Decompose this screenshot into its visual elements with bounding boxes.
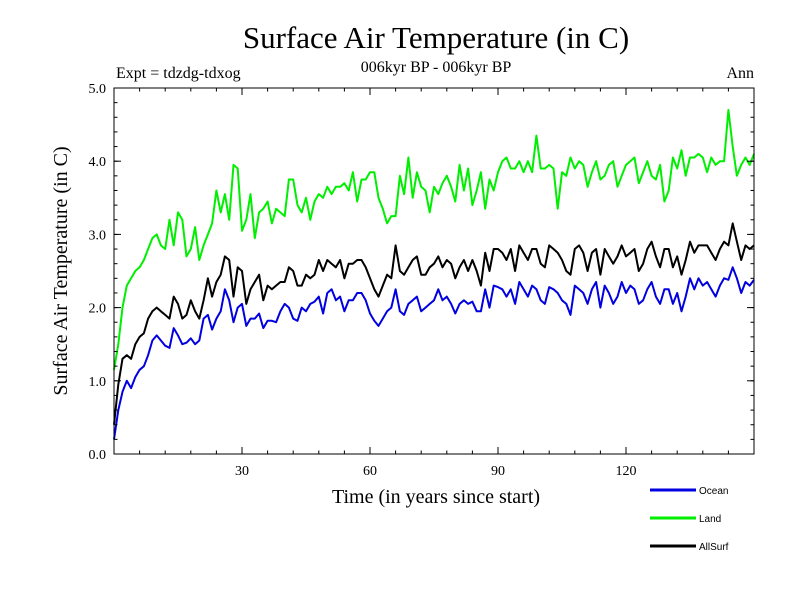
y-tick-label: 2.0 xyxy=(89,302,107,317)
x-tick-label: 30 xyxy=(235,464,249,479)
x-tick-label: 90 xyxy=(491,464,505,479)
x-tick-label: 60 xyxy=(363,464,377,479)
legend: Ocean Land AllSurf xyxy=(650,486,729,553)
legend-label-land: Land xyxy=(699,514,721,525)
y-tick-label: 4.0 xyxy=(89,155,107,170)
y-tick-label: 3.0 xyxy=(89,228,107,243)
legend-label-ocean: Ocean xyxy=(699,486,728,497)
chart-subtitle: 006kyr BP - 006kyr BP xyxy=(361,59,512,76)
period-label: Ann xyxy=(726,65,754,82)
series-line-ocean xyxy=(113,266,755,440)
y-tick-label: 0.0 xyxy=(89,448,107,463)
legend-label-allsurf: AllSurf xyxy=(699,542,729,553)
plot-frame xyxy=(113,87,755,455)
series-line-allsurf xyxy=(113,222,755,425)
x-axis-label: Time (in years since start) xyxy=(332,486,540,508)
y-axis-label: Surface Air Temperature (in C) xyxy=(50,146,72,395)
series-line-land xyxy=(113,109,755,370)
y-tick-label: 1.0 xyxy=(89,375,107,390)
y-tick-label: 5.0 xyxy=(89,82,107,97)
chart-title: Surface Air Temperature (in C) xyxy=(243,20,629,55)
x-tick-label: 120 xyxy=(616,464,637,479)
experiment-label: Expt = tdzdg-tdxog xyxy=(116,65,241,82)
